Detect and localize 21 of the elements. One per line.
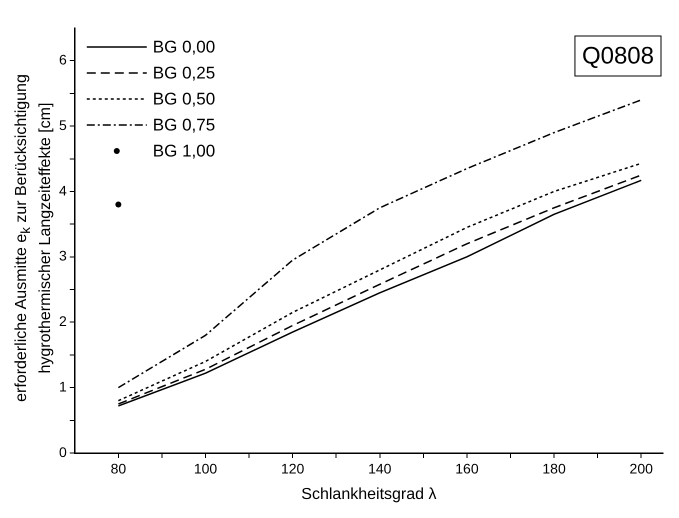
y-tick-label: 0 [58, 444, 67, 460]
y-tick-label: 4 [58, 182, 67, 198]
legend-label: BG 0,25 [152, 64, 216, 83]
x-tick-label: 180 [542, 460, 566, 476]
legend-label: BG 0,00 [152, 38, 216, 57]
y-tick-label: 6 [58, 52, 67, 68]
x-tick-label: 80 [110, 460, 126, 476]
x-tick-label: 100 [194, 460, 218, 476]
legend-label: BG 1,00 [152, 142, 216, 161]
x-tick-label: 200 [630, 460, 654, 476]
annotation: Q0808 [582, 42, 654, 70]
y-tick-label: 2 [58, 313, 67, 330]
x-tick-label: 120 [280, 460, 305, 476]
legend-label: BG 0,50 [152, 90, 216, 109]
y-tick-label: 5 [58, 116, 67, 133]
x-tick-label: 140 [368, 460, 392, 476]
x-axis-title: Schlankheitsgrad λ [301, 486, 436, 503]
y-tick-label: 1 [58, 378, 67, 394]
legend-label: BG 0,75 [152, 116, 216, 135]
x-tick-label: 160 [455, 460, 479, 476]
y-tick-label: 3 [58, 248, 67, 264]
